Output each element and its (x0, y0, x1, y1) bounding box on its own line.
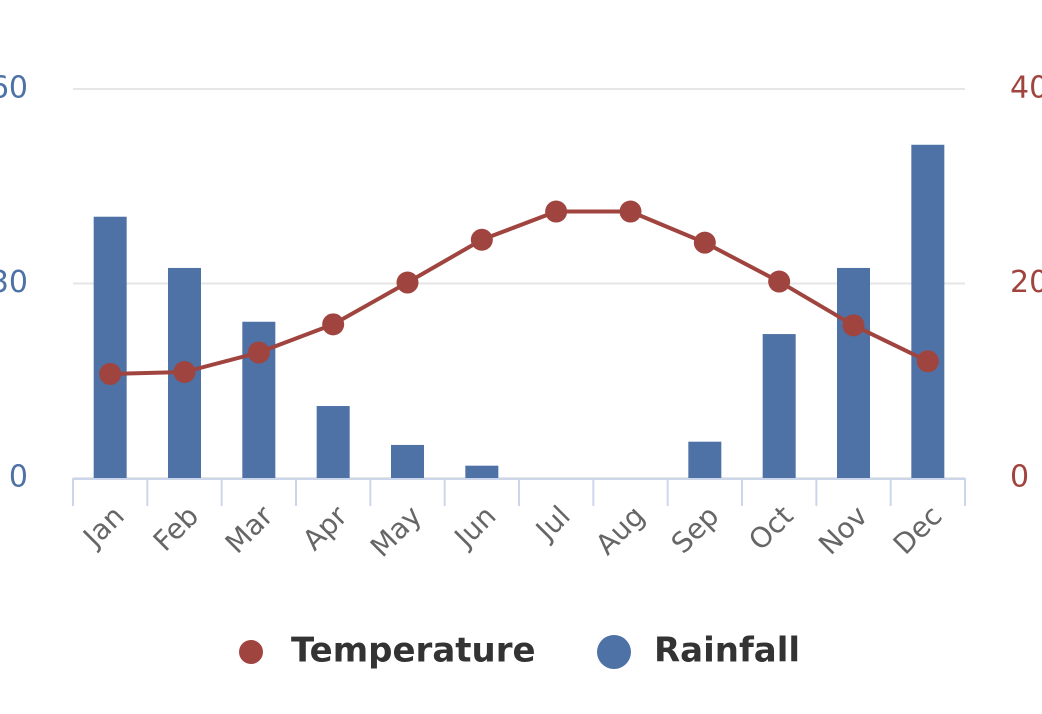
line-point (916, 350, 939, 373)
bar (316, 406, 350, 478)
y2-tick-label: 20 (1010, 265, 1042, 300)
x-tick-label: Oct (742, 499, 800, 557)
line-point (322, 313, 345, 336)
x-tick-label: May (364, 499, 428, 563)
line (110, 209, 929, 376)
x-tick-label: Mar (219, 499, 280, 560)
x-tick-label: Nov (812, 499, 874, 561)
x-tick-label: Jan (75, 499, 130, 554)
x-tick-label: Feb (147, 499, 205, 557)
line-point (173, 360, 196, 383)
line-point (619, 200, 642, 223)
x-tick-label: Aug (589, 499, 651, 561)
line-point (247, 341, 270, 364)
y2-tick-label: 0 (1010, 460, 1029, 495)
bar (837, 267, 870, 478)
bar (93, 216, 127, 478)
line-point (99, 362, 122, 385)
legend-marker (239, 640, 263, 664)
y-tick-label: 30 (0, 265, 28, 300)
x-tick-label: Jun (447, 499, 503, 555)
bar (465, 465, 499, 478)
line-point (768, 270, 791, 293)
bar (688, 441, 722, 478)
line-point (470, 228, 493, 251)
y2-tick-label: 40 (1010, 71, 1042, 106)
legend-marker (597, 635, 631, 669)
line-point (545, 200, 568, 223)
y-tick-label: 60 (0, 71, 28, 106)
x-tick-label: Dec (887, 499, 949, 561)
bar (391, 444, 424, 478)
y-tick-label: 0 (9, 460, 28, 495)
legend-label: Rainfall (654, 631, 800, 671)
line-point (842, 314, 865, 337)
bar (762, 334, 796, 478)
line-point (396, 271, 419, 294)
x-tick-label: Apr (296, 499, 354, 557)
x-tick-label: Jul (528, 499, 577, 548)
line-point (693, 231, 716, 254)
x-tick-label: Sep (665, 499, 726, 560)
legend-label: Temperature (291, 631, 536, 671)
bar (911, 144, 945, 479)
